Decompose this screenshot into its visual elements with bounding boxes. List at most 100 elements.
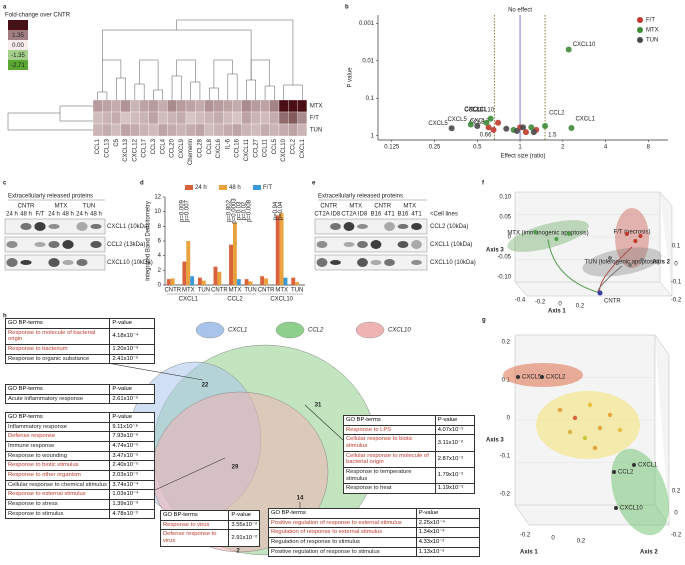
dendrogram	[116, 77, 126, 100]
p-value-cell: 2.61x10⁻²	[109, 393, 155, 405]
heat-cell	[148, 123, 159, 137]
heat-cell	[204, 123, 215, 137]
p-value: p=0.94	[273, 201, 279, 220]
legend-swatch	[195, 321, 225, 339]
row: Defense response 7.93x10⁻⁶	[4, 431, 155, 442]
row-label: TUN	[310, 128, 322, 134]
sample-dot	[640, 258, 644, 262]
lane-label: ID8	[358, 212, 368, 218]
heat-cell	[167, 123, 177, 137]
sample-dot	[597, 425, 603, 431]
sample-dot	[533, 230, 538, 234]
heat-cell	[269, 123, 280, 137]
dendrogram	[171, 75, 182, 100]
group-label: CNTR	[18, 204, 35, 210]
lane-label: 24 h	[6, 212, 18, 218]
heat-cell	[139, 123, 149, 137]
blot-band	[370, 260, 382, 265]
table: GO BP-terms P-value Inflammatory response 9…	[4, 412, 155, 520]
blot-band	[48, 241, 60, 248]
sample-dot	[567, 232, 571, 236]
x-tick-label: 0.5	[473, 145, 482, 151]
heat-cell	[278, 111, 289, 125]
bar	[166, 279, 171, 285]
heat-cell	[269, 99, 280, 113]
heat-cell	[120, 99, 131, 113]
gene-label: CXCL10	[620, 506, 643, 512]
heat-cell	[297, 111, 308, 125]
term-cell: Response to temperature stimulus	[343, 466, 436, 485]
blot-band	[330, 260, 341, 265]
blot-strip	[314, 218, 428, 235]
blot-title: Extracellularly released proteins	[8, 194, 93, 200]
term-cell: Acute inflammatory response	[4, 393, 111, 405]
sample-dot	[516, 375, 520, 379]
p-value-cell: 1.19x10⁻²	[434, 483, 476, 494]
heat-cell	[213, 111, 224, 125]
heat-cell	[130, 111, 140, 125]
legend-marker	[637, 17, 643, 23]
go-table: GO BP-terms P-value Response to LPS 4.07x10…	[343, 415, 476, 494]
row: Response to stress 1.39x10⁻³	[4, 498, 155, 510]
heat-cell	[148, 99, 159, 113]
sample-dot	[624, 232, 629, 236]
sample-dot	[608, 256, 612, 260]
dendrogram	[209, 87, 219, 100]
x-tick-label: TUN	[291, 288, 303, 294]
row: Response to organic substance 2.41x10⁻²	[4, 353, 155, 365]
term-cell: Response to heat	[343, 483, 436, 494]
panel-letter: e	[312, 181, 316, 187]
blot-band	[357, 258, 368, 267]
blot-band	[34, 222, 46, 231]
lane-label: 4T1	[384, 212, 395, 218]
blot-band	[6, 241, 18, 248]
band-label: CXCL10 (10kDa)	[430, 260, 476, 266]
p-value-cell: 3.74x10⁻⁴	[109, 479, 155, 491]
sample-dot	[572, 415, 578, 421]
p-value-cell: 1.39x10⁻³	[109, 498, 155, 510]
column-label: CCL11	[263, 138, 269, 157]
term-cell: Response to wounding	[4, 450, 111, 462]
heat-cell	[297, 123, 308, 137]
heat-cell	[288, 99, 298, 113]
sample-dot	[633, 239, 638, 243]
header-cell: GO BP-terms	[343, 415, 436, 426]
column-label: CXCL11	[244, 138, 250, 161]
cluster-ellipse	[536, 391, 640, 459]
column-label: CCL16	[235, 138, 241, 157]
term-cell: Cellular response to biotic stimulus	[343, 434, 436, 452]
p-value-cell: 3.11x10⁻²	[434, 434, 476, 452]
axis-label: Axis 1	[548, 309, 566, 315]
blot-band	[330, 223, 341, 230]
column-label: Chemerin	[188, 139, 194, 165]
heat-cell	[139, 99, 149, 113]
p-value: p=0.04	[278, 201, 284, 220]
x-tick-label: 2	[561, 145, 565, 151]
pca-box	[514, 191, 673, 297]
blot-band	[48, 224, 60, 229]
point-label: CXCL10	[471, 107, 494, 113]
column-label: CXCL6	[216, 138, 222, 158]
legend-label: MTX	[646, 28, 659, 34]
axis-tick: 0	[551, 536, 555, 542]
heat-cell	[260, 123, 270, 137]
point-label: CXCL10	[573, 42, 596, 48]
y-tick-label: 0	[158, 283, 162, 289]
axis-tick: -0.2	[671, 533, 682, 539]
point	[568, 124, 575, 131]
bar	[295, 282, 300, 285]
band-label: CCL2 (10kDa)	[430, 224, 468, 230]
term-cell: Defense response	[4, 431, 111, 442]
point	[485, 124, 492, 131]
panel-letter: d	[140, 181, 144, 187]
sample-dot	[554, 237, 559, 241]
axis-tick: 0.1	[672, 244, 681, 250]
bar	[186, 241, 191, 285]
legend-swatch	[8, 30, 28, 40]
table: GO BP-terms P-value Positive regulation of…	[268, 508, 481, 558]
header-cell: P-value	[228, 510, 260, 521]
row: Response to bacterium 1.20x10⁻³	[4, 343, 155, 355]
heat-cell	[195, 123, 205, 137]
